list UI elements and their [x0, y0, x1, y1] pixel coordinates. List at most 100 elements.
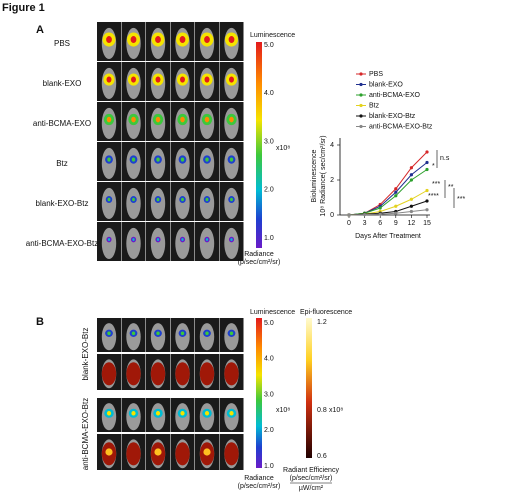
signal	[205, 157, 209, 162]
legend-swatch	[359, 103, 363, 108]
legend-swatch	[359, 72, 363, 76]
data-point	[425, 167, 429, 172]
data-point	[394, 211, 398, 215]
signal	[131, 331, 136, 336]
signal	[228, 36, 235, 44]
row-label: blank-EXO-Btz	[81, 328, 90, 381]
colorbar-tick: 3.0	[264, 391, 274, 398]
mouse	[199, 227, 215, 260]
legend-label: Btz	[369, 102, 380, 109]
mouse	[224, 187, 239, 220]
legend-swatch	[359, 114, 363, 118]
annotation: ****	[428, 193, 439, 200]
signal	[224, 362, 239, 386]
mouse	[199, 187, 215, 220]
signal	[180, 157, 185, 162]
signal	[175, 362, 190, 386]
signal	[131, 116, 136, 123]
colorbar-tick: 0.8	[317, 407, 327, 414]
signal	[229, 331, 234, 336]
mouse	[150, 227, 166, 260]
legend-label: blank-EXO-Btz	[369, 113, 416, 120]
annotation: ***	[457, 196, 465, 203]
signal	[106, 76, 112, 83]
data-point	[409, 204, 413, 208]
signal	[132, 238, 135, 241]
signal	[204, 116, 210, 123]
signal	[106, 411, 112, 416]
row-label: anti-BCMA-EXO	[33, 119, 91, 128]
signal	[204, 411, 210, 416]
signal	[181, 238, 184, 241]
signal	[107, 331, 111, 336]
signal	[230, 197, 233, 202]
signal	[131, 76, 136, 83]
data-point	[425, 188, 429, 193]
signal	[224, 442, 239, 466]
legend-swatch	[359, 82, 363, 87]
colorbar-tick: 1.2	[317, 319, 327, 326]
data-point	[363, 213, 367, 217]
colorbar-title: Luminescence	[250, 309, 295, 316]
y-tick-label: 2	[330, 177, 334, 184]
signal	[126, 442, 141, 466]
signal	[179, 36, 186, 44]
colorbar-tick: 0.6	[317, 453, 327, 460]
data-point	[394, 204, 398, 208]
y-axis-label: 10⁸ Radiance( sec/cm²/sr)	[320, 135, 327, 216]
signal	[203, 448, 211, 456]
series-line	[348, 209, 428, 216]
colorbar-title: Luminescence	[250, 32, 295, 39]
signal	[205, 238, 209, 241]
series-line	[348, 162, 428, 216]
x-tick-label: 9	[394, 220, 398, 227]
signal	[204, 36, 210, 44]
y-axis-label: Bioluminescence	[311, 149, 318, 202]
data-point	[425, 208, 429, 212]
signal	[155, 411, 161, 416]
series-line	[348, 200, 428, 216]
x-tick-label: 0	[347, 220, 351, 227]
mouse	[150, 187, 166, 220]
row-label: Btz	[56, 159, 68, 168]
signal	[180, 76, 185, 83]
signal	[105, 448, 113, 456]
signal	[132, 197, 135, 202]
mouse	[175, 227, 190, 260]
x-tick-label: 12	[408, 220, 416, 227]
row-label: blank-EXO	[43, 79, 82, 88]
signal	[106, 36, 112, 44]
signal	[150, 362, 166, 386]
significance-brackets	[436, 150, 455, 208]
y-tick-label: 4	[330, 142, 334, 149]
colorbar	[256, 42, 262, 248]
signal	[156, 238, 160, 241]
annotation: n.s	[440, 155, 450, 162]
colorbar-tick: 5.0	[264, 42, 274, 49]
signal	[180, 331, 185, 336]
colorbar-exponent: x10⁸	[276, 145, 290, 152]
legend-label: blank-EXO	[369, 81, 403, 88]
data-point	[394, 194, 398, 198]
x-tick-label: 6	[378, 220, 382, 227]
signal	[229, 116, 234, 123]
data-point	[425, 160, 429, 165]
y-tick-label: 0	[330, 212, 334, 219]
signal	[107, 157, 111, 162]
mouse	[224, 227, 239, 260]
mouse	[175, 187, 190, 220]
colorbar	[256, 318, 262, 468]
data-point	[394, 187, 398, 191]
signal	[199, 362, 215, 386]
signal	[229, 157, 234, 162]
data-point	[378, 212, 382, 216]
signal	[155, 116, 161, 123]
signal	[156, 157, 160, 162]
data-point	[425, 199, 429, 203]
data-point	[394, 190, 398, 194]
colorbar-unit: (p/sec/cm²/sr)	[238, 259, 281, 266]
colorbar-exponent: x10⁸	[276, 407, 290, 414]
row-label: PBS	[54, 39, 70, 48]
x-tick-label: 3	[363, 220, 367, 227]
signal	[131, 157, 136, 162]
